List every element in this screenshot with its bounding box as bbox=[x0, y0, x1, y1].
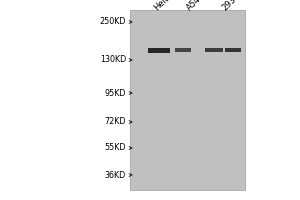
Text: 130KD: 130KD bbox=[100, 55, 126, 64]
Bar bbox=[148, 47, 170, 52]
Text: 250KD: 250KD bbox=[100, 18, 126, 26]
Text: 293T: 293T bbox=[220, 0, 241, 12]
Bar bbox=[175, 48, 191, 52]
Bar bbox=[205, 48, 223, 52]
Text: 36KD: 36KD bbox=[105, 170, 126, 180]
Text: 55KD: 55KD bbox=[104, 144, 126, 152]
Bar bbox=[225, 48, 241, 52]
Text: 95KD: 95KD bbox=[104, 88, 126, 98]
Text: 72KD: 72KD bbox=[104, 117, 126, 127]
Bar bbox=[130, 10, 245, 190]
Text: Hela: Hela bbox=[152, 0, 172, 12]
Text: A549: A549 bbox=[185, 0, 207, 12]
